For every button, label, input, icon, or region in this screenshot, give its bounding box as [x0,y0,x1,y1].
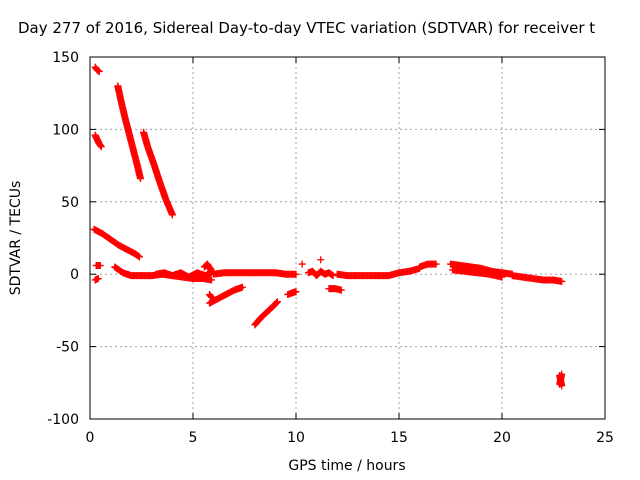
data-series [152,267,218,281]
data-point [95,67,103,75]
x-tick-label: 0 [86,430,95,446]
data-point [292,270,300,278]
data-series [200,260,215,274]
data-series [508,272,566,285]
data-series [325,285,345,294]
data-point [273,299,281,307]
data-series [92,262,104,270]
data-point [207,266,215,274]
y-tick-label: 150 [52,50,79,66]
data-series [205,290,216,301]
x-tick-label: 25 [596,430,614,446]
data-point [558,370,566,378]
data-point [238,283,246,291]
grid-layer [90,57,605,419]
data-series [304,267,337,280]
data-point [97,143,105,151]
data-point [97,142,105,150]
data-series [90,225,143,261]
chart-title: Day 277 of 2016, Sidereal Day-to-day VTE… [18,19,595,37]
data-series [333,270,382,280]
data-point [329,272,337,280]
y-axis-label: SDTVAR / TECUs [8,181,24,296]
data-series [317,256,325,264]
data-point [498,273,506,281]
data-series [114,82,144,183]
x-tick-label: 10 [287,430,305,446]
data-point [94,275,102,283]
data-series [91,131,105,151]
data-point [207,292,215,300]
data-series [556,370,566,388]
data-series [251,298,281,329]
data-series [210,269,300,278]
tick-layer: 0 5 10 15 20 25 -100 -50 0 50 100 150 [47,50,614,446]
data-point [558,277,566,285]
data-point [273,298,281,306]
data-point [337,286,345,294]
y-tick-label: -50 [56,340,79,356]
data-point [317,256,325,264]
data-point [432,260,440,268]
data-series [91,63,103,75]
data-points [90,63,566,390]
y-tick-label: -100 [47,412,79,428]
data-point [168,211,176,219]
data-series [449,266,506,281]
data-point [136,175,144,183]
data-point [292,288,300,296]
data-point [135,253,143,261]
data-series [140,128,176,219]
x-tick-label: 5 [189,430,198,446]
data-series [284,288,300,298]
data-point [96,262,104,270]
data-series [416,260,440,271]
data-series [298,260,306,268]
data-point [208,276,216,284]
data-series [91,275,102,284]
data-point [298,260,306,268]
plot-frame [89,56,606,420]
y-tick-label: 100 [52,122,79,138]
y-tick-label: 0 [70,267,79,283]
y-tick-label: 50 [61,195,79,211]
x-tick-label: 15 [390,430,408,446]
data-point [208,293,216,301]
x-tick-label: 20 [493,430,511,446]
x-axis-label: GPS time / hours [288,458,405,474]
